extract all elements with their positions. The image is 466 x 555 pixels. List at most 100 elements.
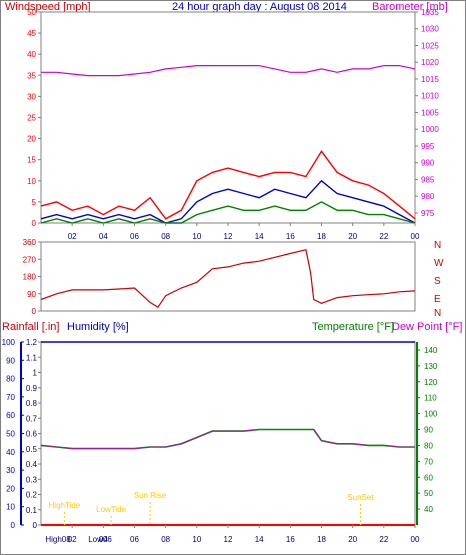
humidity-ytick-label: 20 [6,484,15,493]
low-tide-label: Low06 [88,535,112,544]
wind-ytick-label: 30 [27,92,36,101]
wind-ytick-label: 40 [27,50,36,59]
wind-label: Windspeed [mph] [5,1,91,13]
temp-xtick-label: 00 [411,535,420,544]
temp-ytick-label: 50 [424,489,433,498]
temperature-panel: 010203040506070809010000.10.20.30.40.50.… [2,338,438,544]
dir-label-e: E [434,294,441,305]
dewpoint-line [40,429,415,449]
wind-xtick-label: 08 [161,232,170,241]
dir-label-n-bottom: N [434,308,441,319]
rain-ytick-label: 1.1 [26,353,38,362]
baro-ytick-label: 1025 [421,41,439,50]
wind-ytick-label: 50 [27,8,36,17]
dir-label-n-top: N [434,240,441,251]
temp-xtick-label: 10 [192,535,201,544]
barometer-line [41,65,416,77]
direction-panel: 0 90 180 270 360 [23,238,416,316]
baro-ytick-label: 1005 [421,108,439,117]
temp-ytick-label: 60 [424,473,433,482]
dir-ytick-label: 90 [27,290,36,299]
wind-xtick-label: 10 [192,232,201,241]
humidity-ytick-label: 90 [6,356,15,365]
wind-ytick-label: 35 [27,71,36,80]
humidity-ytick-label: 60 [6,411,15,420]
temp-xtick-label: 22 [379,535,388,544]
dir-ytick-label: 0 [32,307,37,316]
baro-ytick-label: 1000 [421,125,439,134]
temp-ytick-label: 70 [424,457,433,466]
wind-direction-line [40,248,416,309]
baro-ytick-label: 995 [421,142,435,151]
humidity-ytick-label: 40 [6,448,15,457]
rain-ytick-label: 0.7 [26,414,38,423]
dir-ytick-label: 360 [23,238,37,247]
barometer-label: Barometer [mb] [372,1,448,13]
temp-xtick-label: 20 [348,535,357,544]
wind-ytick-label: 15 [27,156,36,165]
wind-ytick-label: 25 [27,114,36,123]
wind-ytick-label: 5 [32,198,37,207]
temp-xtick-label: 18 [317,535,326,544]
rainfall-label: Rainfall [.in] [2,321,59,333]
wind-xtick-label: 02 [68,232,77,241]
temp-ytick-label: 140 [424,346,438,355]
temp-xtick-label: 02 [68,535,77,544]
temp-ytick-label: 100 [424,410,438,419]
dir-label-w: W [434,258,444,269]
rain-ytick-label: 0.9 [26,384,38,393]
wind-xtick-label: 20 [348,232,357,241]
annotation-hightide: HighTide [49,501,81,510]
baro-ytick-label: 985 [421,175,435,184]
rain-ytick-label: 0.5 [26,445,38,454]
temp-xtick-label: 14 [255,535,264,544]
wind-xtick-label: 00 [411,232,420,241]
rain-ytick-label: 0.2 [26,491,38,500]
temp-ytick-label: 120 [424,378,438,387]
humidity-ytick-label: 80 [6,375,15,384]
temp-xtick-label: 16 [286,535,295,544]
wind-xtick-label: 18 [317,232,326,241]
wind-xtick-label: 06 [130,232,139,241]
baro-ytick-label: 980 [421,192,435,201]
wind-xtick-label: 04 [99,232,108,241]
temp-ytick-label: 110 [424,394,437,403]
humidity-label: Humidity [%] [67,321,129,333]
baro-ytick-label: 1015 [421,75,439,84]
temp-xtick-label: 12 [224,535,233,544]
dir-ytick-label: 270 [23,255,37,264]
rain-ytick-label: 0 [33,521,38,530]
rain-ytick-label: 0.6 [26,430,38,439]
high-tide-label: High08 [45,535,71,544]
temperature-label: Temperature [°F] [312,321,394,333]
wind-ytick-label: 20 [27,135,36,144]
humidity-ytick-label: 10 [6,503,15,512]
temp-xtick-label: 08 [161,535,170,544]
temp-ytick-label: 40 [424,505,433,514]
humidity-ytick-label: 70 [6,393,15,402]
dir-ytick-label: 180 [23,273,37,282]
wind-xtick-label: 12 [224,232,233,241]
humidity-ytick-label: 30 [6,466,15,475]
windspeed-line [40,150,416,220]
wind-xtick-label: 16 [286,232,295,241]
wind-panel: 0510152025303540455097598098599099510001… [27,8,439,241]
temp-ytick-label: 90 [424,426,433,435]
wind-ytick-label: 45 [27,29,36,38]
temp-xtick-label: 04 [99,535,108,544]
rain-ytick-label: 0.8 [26,399,38,408]
annotation-lowtide: LowTide [96,505,126,514]
rain-ytick-label: 0.4 [26,460,38,469]
graph-title: 24 hour graph day : August 08 2014 [172,1,347,13]
wind-ytick-label: 10 [27,177,36,186]
annotation-sunset: SunSet [347,493,374,502]
wind-xtick-label: 14 [255,232,264,241]
baro-ytick-label: 1035 [421,8,439,17]
baro-ytick-label: 975 [421,209,435,218]
wind-ytick-label: 0 [32,219,37,228]
baro-ytick-label: 1010 [421,92,439,101]
baro-ytick-label: 990 [421,159,435,168]
annotation-sunrise: Sun Rise [134,491,167,500]
rain-ytick-label: 0.3 [26,475,38,484]
baro-ytick-label: 1020 [421,58,439,67]
